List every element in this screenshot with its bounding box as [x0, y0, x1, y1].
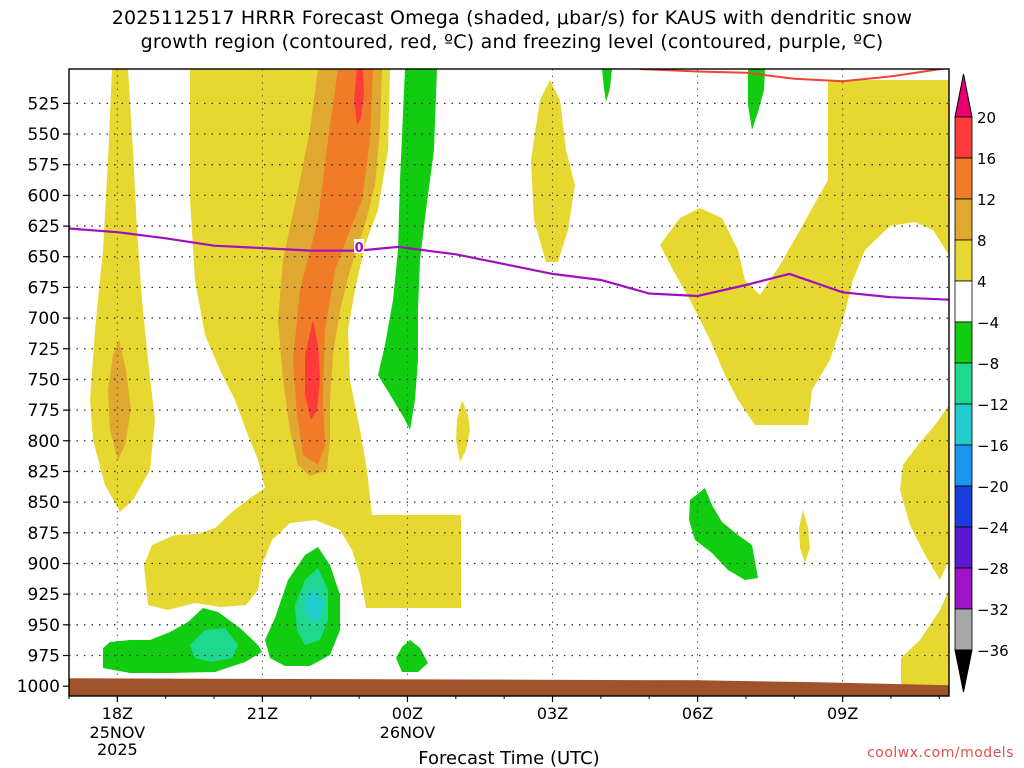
title-line-2: growth region (contoured, red, ºC) and f…: [140, 31, 884, 53]
colorbar-swatch: [954, 321, 973, 364]
colorbar-swatch: [954, 485, 973, 528]
colorbar-swatch: [954, 198, 973, 241]
colorbar-bottom-arrow: [954, 649, 973, 693]
colorbar-label: −36: [977, 642, 1009, 660]
y-tick-label: 775: [28, 401, 60, 421]
y-tick-label: 675: [28, 278, 60, 298]
colorbar-label: −28: [977, 560, 1009, 578]
colorbar-label: −20: [977, 478, 1009, 496]
x-tick-label: 03Z: [537, 704, 568, 723]
y-tick-label: 700: [28, 309, 60, 329]
y-tick-label: 950: [28, 616, 60, 636]
colorbar-swatch: [954, 567, 973, 610]
omega-region-16-20-top: [354, 69, 364, 125]
colorbar-label: −4: [977, 314, 999, 332]
y-tick-label: 825: [28, 462, 60, 482]
omega-region-green-topsmall: [602, 69, 612, 102]
y-tick-label: 1000: [17, 677, 60, 697]
y-tick-label: 650: [28, 248, 60, 268]
y-tick-label: 975: [28, 647, 60, 667]
omega-region-yellow-bottomright: [901, 590, 949, 696]
x-tick-label: 06Z: [682, 704, 713, 723]
y-tick-label: 525: [28, 94, 60, 114]
y-tick-label: 625: [28, 217, 60, 237]
omega-shading: [90, 69, 949, 696]
omega-region-yellow-corner: [900, 405, 949, 580]
ground-surface: [69, 678, 949, 696]
x-tick-label: 09Z: [827, 704, 858, 723]
y-tick-label: 600: [28, 186, 60, 206]
omega-region-8-12-left: [108, 340, 131, 460]
colorbar-label: −16: [977, 437, 1009, 455]
x-tick-label: 00Z: [392, 704, 423, 723]
x-tick-year: 2025: [97, 740, 138, 759]
x-axis-label: Forecast Time (UTC): [418, 748, 599, 768]
colorbar-label: −32: [977, 601, 1009, 619]
omega-region-yellow-tiny: [456, 400, 470, 462]
x-tick-date: 25NOV: [90, 723, 146, 742]
omega-region-teal-left: [190, 628, 238, 662]
dgz-contour-line: [639, 69, 948, 83]
chart-title: 2025112517 HRRR Forecast Omega (shaded, …: [0, 6, 1024, 54]
colorbar-swatch: [954, 403, 973, 446]
x-tick-label: 21Z: [247, 704, 278, 723]
colorbar-swatch: [954, 526, 973, 569]
colorbar-label: −24: [977, 519, 1009, 537]
grid: [69, 69, 949, 696]
colorbar-label: 4: [977, 273, 987, 291]
omega-region-yellow-right: [660, 80, 949, 425]
colorbar-swatch: [954, 157, 973, 200]
y-tick-label: 850: [28, 493, 60, 513]
y-tick-label: 925: [28, 585, 60, 605]
colorbar-label: 16: [977, 150, 996, 168]
colorbar-swatch: [954, 239, 973, 282]
watermark-url: coolwx.com/models: [867, 745, 1014, 761]
colorbar-label: 12: [977, 191, 996, 209]
y-tick-label: 900: [28, 554, 60, 574]
y-tick-label: 750: [28, 370, 60, 390]
omega-region-green-topright: [748, 69, 765, 130]
omega-region-green-small: [396, 640, 428, 672]
omega-region-green-bottomleft: [103, 608, 262, 673]
y-tick-label: 575: [28, 156, 60, 176]
omega-region-16-20-mid: [305, 320, 320, 420]
colorbar-label: −8: [977, 355, 999, 373]
colorbar: 20 16 12 8 4 −4 −8 −12 −16 −20 −24 −28 −32 −36: [954, 73, 1009, 693]
omega-region-cyan: [305, 588, 323, 622]
omega-region-yellow-mid: [531, 80, 575, 262]
colorbar-swatch: [954, 116, 973, 159]
omega-region-yellow-left: [90, 69, 155, 512]
plot-frame: [68, 68, 950, 697]
y-axis: 525 550 575 600 625 650 675 700 725 750 775 800 825 8…: [17, 94, 69, 697]
colorbar-label: 20: [977, 109, 996, 127]
y-tick-label: 800: [28, 432, 60, 452]
omega-region-green-right: [689, 488, 758, 580]
omega-region-yellow-tiny2: [799, 510, 810, 563]
x-tick-label: 18Z: [102, 704, 133, 723]
colorbar-label: 8: [977, 232, 987, 250]
freezing-level-label: 0: [355, 241, 364, 256]
omega-region-green-column: [378, 69, 437, 430]
freezing-level-label-bg: [354, 238, 365, 253]
colorbar-label: −12: [977, 396, 1009, 414]
y-tick-label: 550: [28, 125, 60, 145]
colorbar-swatch: [954, 280, 973, 323]
colorbar-swatch: [954, 608, 973, 651]
x-tick-date: 26NOV: [380, 723, 436, 742]
y-tick-label: 875: [28, 524, 60, 544]
colorbar-swatch: [954, 362, 973, 405]
freezing-level-line: [68, 227, 950, 301]
colorbar-top-arrow: [954, 73, 973, 118]
colorbar-swatch: [954, 444, 973, 487]
y-tick-label: 725: [28, 340, 60, 360]
title-line-1: 2025112517 HRRR Forecast Omega (shaded, …: [111, 7, 913, 29]
